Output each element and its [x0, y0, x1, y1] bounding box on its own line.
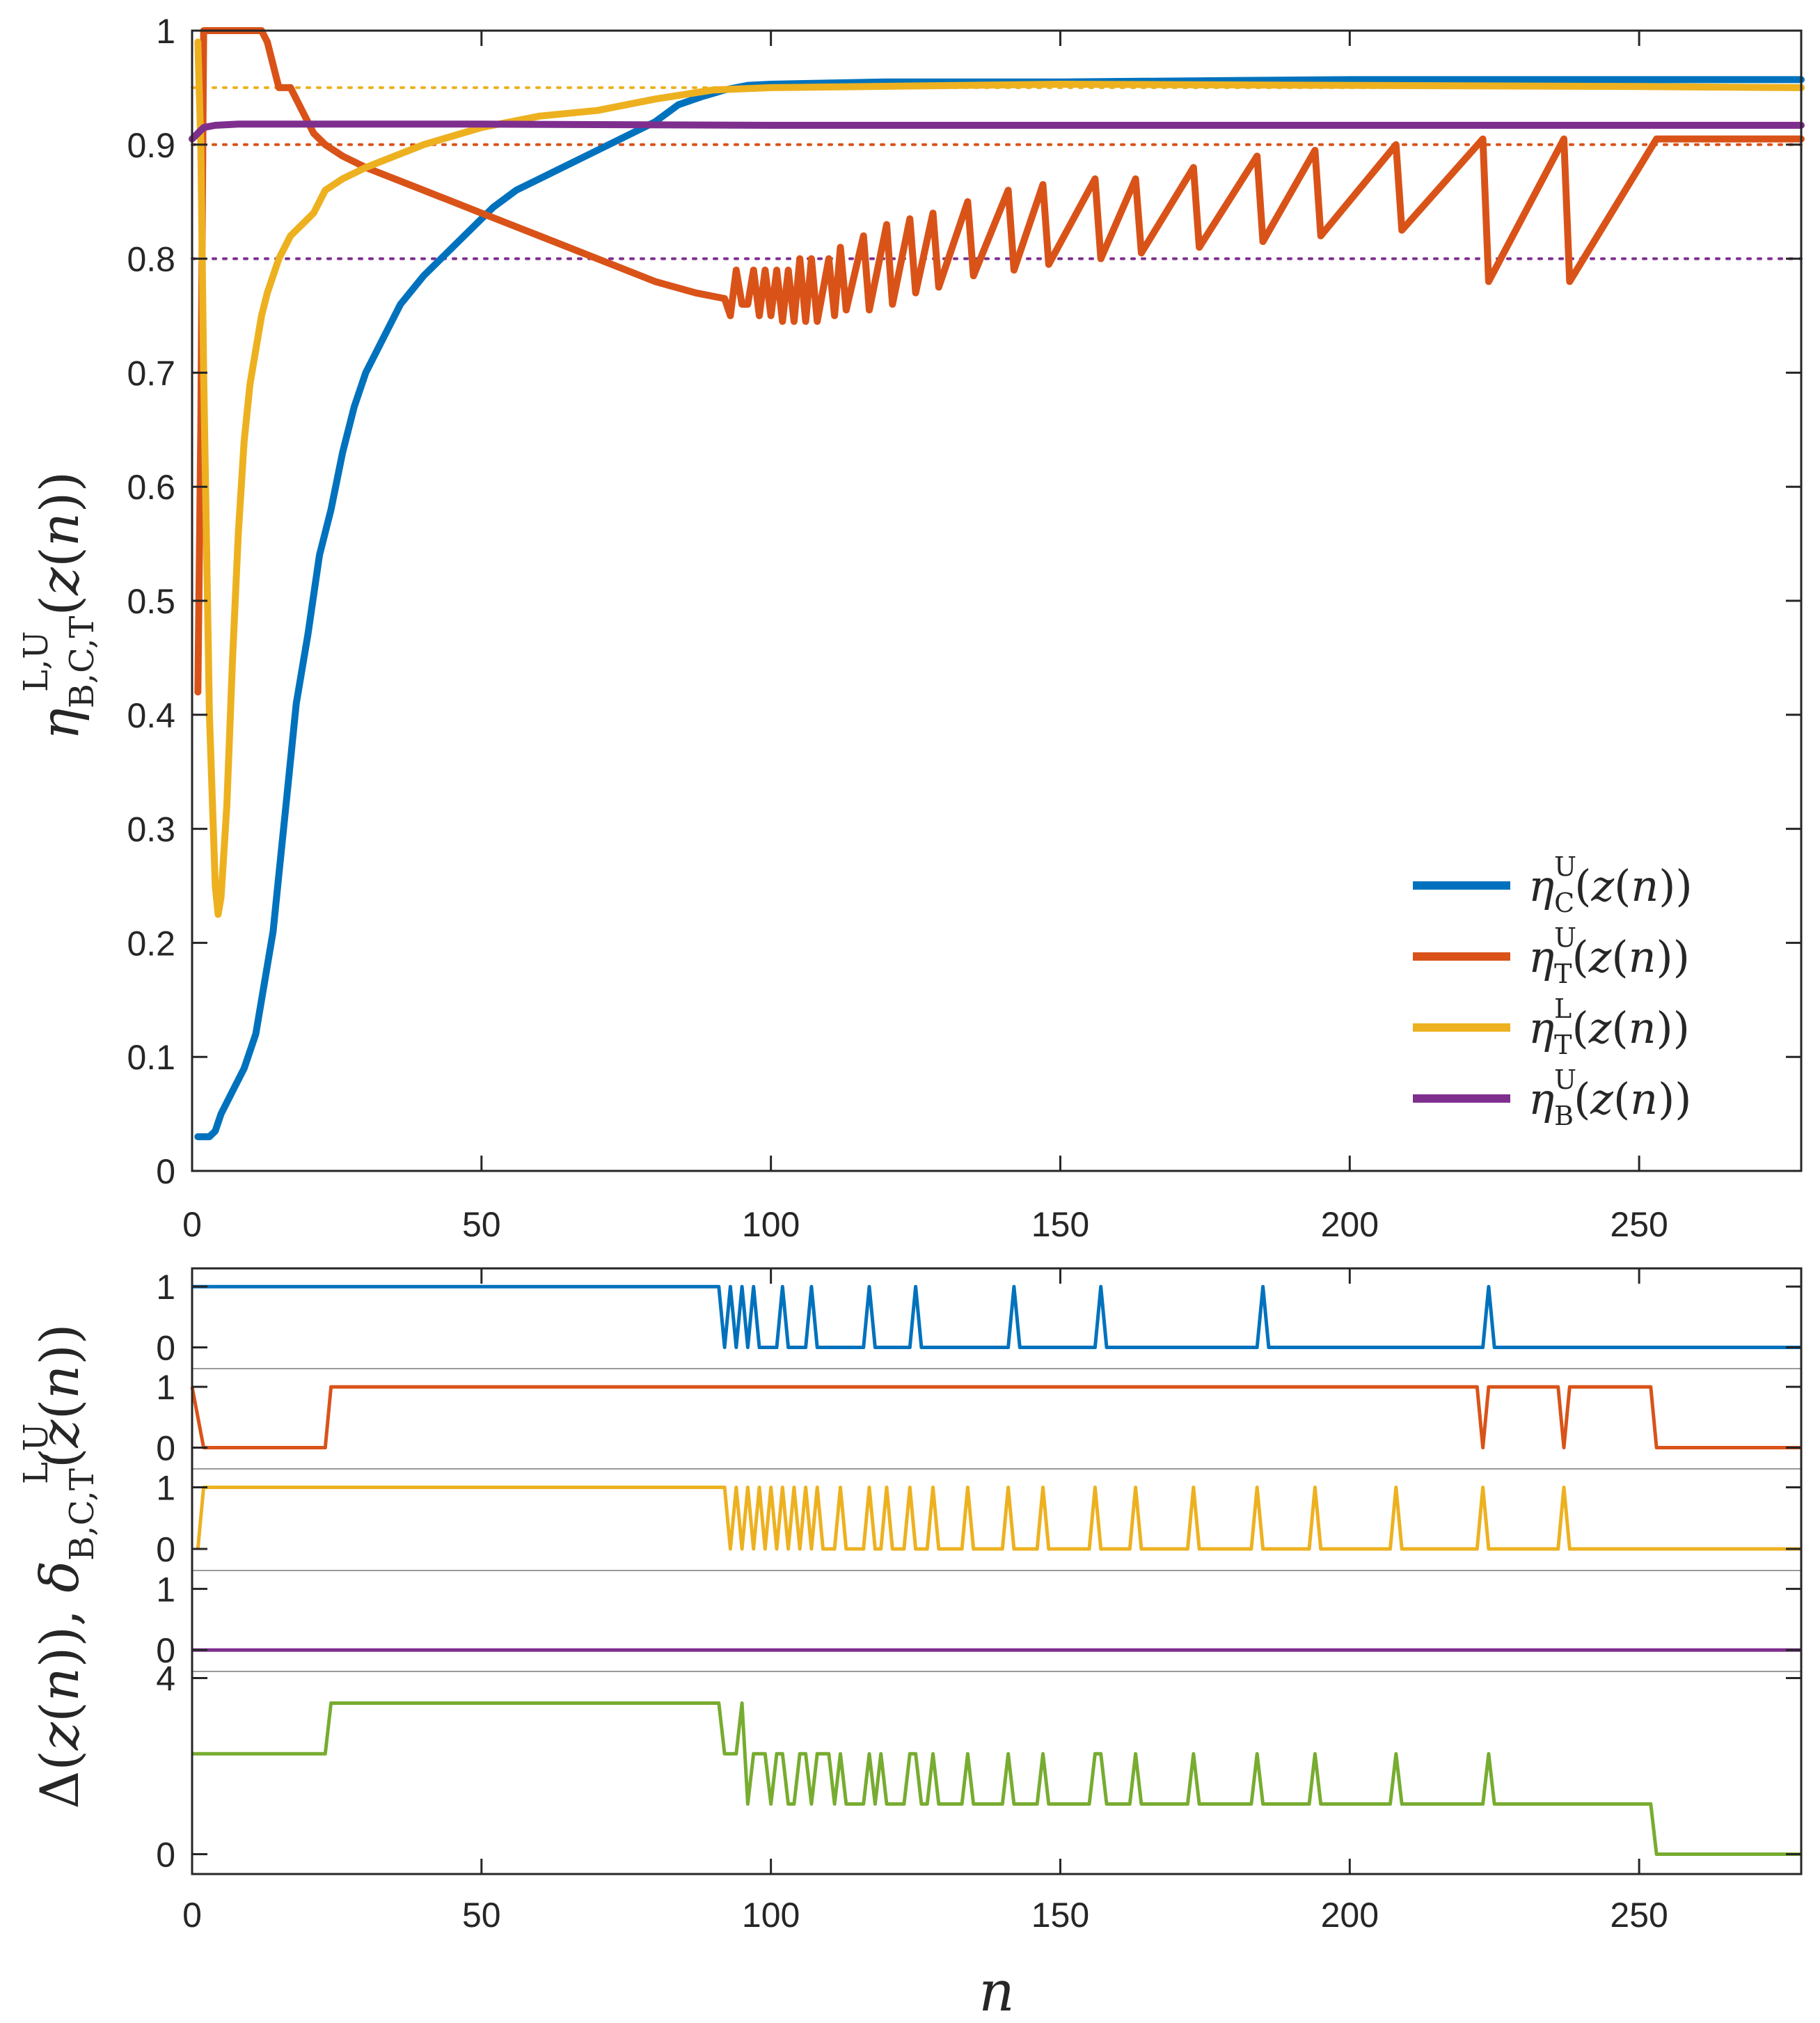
x-tick-label: 250: [1610, 1896, 1668, 1935]
legend-entry-T-lower: ηT(z(n)) L: [1413, 993, 1690, 1060]
x-tick-label: 50: [462, 1205, 501, 1244]
x-tick-label: 250: [1610, 1205, 1668, 1244]
svg-text:L,U: L,U: [17, 631, 56, 692]
y-tick-label: 0.2: [127, 924, 175, 963]
y-tick-label: 0.9: [127, 126, 175, 165]
y-tick-label: 0.6: [127, 468, 175, 507]
svg-text:L,U: L,U: [17, 1423, 56, 1484]
indicator-line-Delta: [192, 1701, 1801, 1856]
svg-text:U: U: [1554, 851, 1576, 882]
y-tick-label: 0.3: [127, 810, 175, 849]
svg-text:Δ(z(n)), δB,C,T(z(n)): Δ(z(n)), δB,C,T(z(n)): [29, 1323, 102, 1809]
indicator-strips: [190, 1284, 1801, 1856]
indicator-line-T_U: [190, 1385, 1801, 1449]
x-tick-label: 50: [462, 1896, 501, 1935]
y-tick-label: 0.5: [127, 582, 175, 621]
x-axis-label: n: [979, 1959, 1015, 2023]
efficiency-panel: 0 0.1 0.2 0.3 0.4 0.5 0.6 0.7 0.8 0.9 1 0 50 100 150 2…: [17, 12, 1805, 1244]
series-line-T_L: [194, 38, 1805, 918]
x-tick-label: 0: [182, 1205, 202, 1244]
bottom-axes-box: [191, 1267, 1803, 1875]
x-tick-label: 200: [1321, 1896, 1379, 1935]
efficiency-series: [189, 27, 1805, 1140]
svg-text:ηT(z(n)): ηT(z(n)): [1528, 931, 1690, 989]
series-line-B: [189, 120, 1805, 143]
y-tick-label: 4: [156, 1659, 175, 1698]
y-tick-label: 0.7: [127, 354, 175, 393]
indicator-line-T_L: [196, 1486, 1801, 1551]
x-tick-label: 150: [1031, 1896, 1089, 1935]
x-tick-label: 200: [1321, 1205, 1379, 1244]
y-tick-label: 0: [156, 1631, 175, 1670]
bottom-y-axis-label: Δ(z(n)), δB,C,T(z(n)) L,U: [17, 1323, 102, 1809]
top-y-ticks: 0 0.1 0.2 0.3 0.4 0.5 0.6 0.7 0.8 0.9 1: [127, 12, 1801, 1191]
top-y-axis-label: ηB,C,T(z(n)) L,U: [17, 471, 102, 740]
y-tick-label: 0.8: [127, 240, 175, 279]
y-tick-label: 1: [156, 1368, 175, 1407]
legend-entry-B: ηB(z(n)) U: [1413, 1064, 1692, 1131]
svg-text:L: L: [1554, 993, 1572, 1024]
y-tick-label: 0.4: [127, 696, 175, 735]
svg-text:ηB(z(n)): ηB(z(n)): [1528, 1073, 1692, 1131]
y-tick-label: 0: [156, 1530, 175, 1569]
svg-text:U: U: [1554, 1064, 1576, 1095]
y-tick-label: 0: [156, 1152, 175, 1191]
legend: ηC(z(n)) U ηT(z(n)) U ηT(z(n)) L ηB(z(n)…: [1404, 848, 1759, 1144]
x-tick-label: 150: [1031, 1205, 1089, 1244]
svg-text:U: U: [1554, 922, 1576, 953]
y-tick-label: 1: [156, 1268, 175, 1307]
x-tick-label: 100: [742, 1205, 800, 1244]
y-tick-label: 1: [156, 12, 175, 51]
y-tick-label: 1: [156, 1469, 175, 1508]
y-tick-label: 0: [156, 1328, 175, 1367]
series-line-T_U: [194, 27, 1805, 695]
y-tick-label: 0: [156, 1428, 175, 1467]
y-tick-label: 0.1: [127, 1038, 175, 1077]
svg-text:ηB,C,T(z(n)): ηB,C,T(z(n)): [29, 471, 102, 740]
bottom-x-ticks: 0 50 100 150 200 250: [182, 1268, 1668, 1935]
y-tick-label: 1: [156, 1570, 175, 1609]
legend-entry-T-upper: ηT(z(n)) U: [1413, 922, 1690, 989]
x-tick-label: 100: [742, 1896, 800, 1935]
top-x-ticks: 0 50 100 150 200 250: [182, 31, 1668, 1244]
legend-entry-C: ηC(z(n)) U: [1413, 851, 1693, 918]
y-tick-label: 0: [156, 1836, 175, 1875]
indicator-line-C: [192, 1284, 1801, 1349]
svg-text:ηT(z(n)): ηT(z(n)): [1528, 1002, 1690, 1060]
x-tick-label: 0: [182, 1896, 202, 1935]
svg-text:ηC(z(n)): ηC(z(n)): [1528, 860, 1693, 918]
